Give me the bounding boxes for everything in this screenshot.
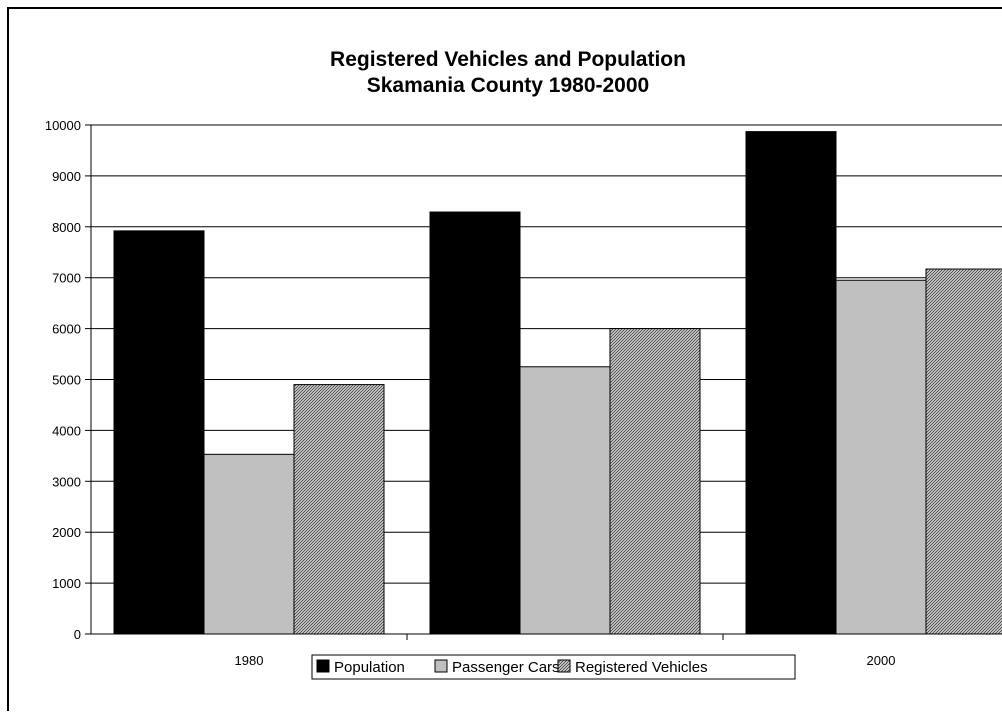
- y-tick-label: 8000: [52, 220, 81, 235]
- y-tick-label: 4000: [52, 423, 81, 438]
- y-tick-label: 2000: [52, 525, 81, 540]
- legend-swatch: [557, 659, 571, 673]
- y-tick-label: 5000: [52, 373, 81, 388]
- chart-title: Registered Vehicles and Population: [330, 48, 686, 71]
- y-tick-label: 7000: [52, 271, 81, 286]
- y-tick-label: 0: [74, 627, 81, 642]
- legend-entry: Passenger Cars: [452, 659, 560, 676]
- bar: [293, 384, 385, 635]
- y-tick-label: 1000: [52, 576, 81, 591]
- bars: [113, 131, 1002, 635]
- x-tick-label: 2000: [867, 653, 896, 668]
- y-tick-label: 9000: [52, 169, 81, 184]
- chart-frame: Registered Vehicles and Population Skama…: [7, 7, 1002, 711]
- bar: [609, 328, 701, 635]
- y-tick-label: 10000: [45, 118, 81, 133]
- legend-entry: Population: [334, 659, 405, 676]
- chart-subtitle: Skamania County 1980-2000: [367, 74, 649, 97]
- bar: [203, 453, 295, 635]
- legend: Population Passenger Cars Registered Vehic…: [311, 654, 796, 680]
- legend-swatch: [434, 659, 448, 673]
- bar: [113, 230, 205, 635]
- axes: [85, 124, 1002, 640]
- y-tick-label: 3000: [52, 474, 81, 489]
- bar: [429, 211, 521, 635]
- bar: [925, 268, 1002, 635]
- legend-swatch: [316, 659, 330, 673]
- y-tick-label: 6000: [52, 322, 81, 337]
- bar: [519, 366, 611, 635]
- y-tick-labels: 0 1000 2000 3000 4000 5000 6000 7000 8000 9000 100…: [45, 118, 81, 642]
- legend-entry: Registered Vehicles: [575, 659, 708, 676]
- bar: [835, 279, 927, 635]
- bar-chart: Registered Vehicles and Population Skama…: [45, 48, 1002, 680]
- bar: [745, 131, 837, 635]
- x-tick-label: 1980: [235, 653, 264, 668]
- legend-box: [311, 654, 796, 680]
